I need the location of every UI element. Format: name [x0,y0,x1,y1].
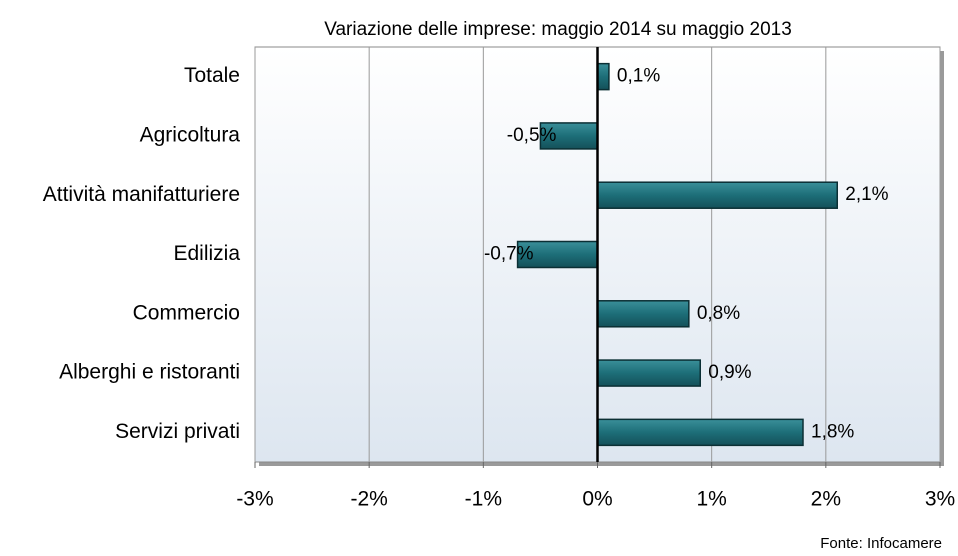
x-tick-label: 0% [582,488,612,511]
y-tick-label: Commercio [133,301,240,324]
bar [596,181,838,209]
data-label: -0,7% [484,244,534,265]
y-tick-label: Agricoltura [140,123,241,146]
source-note: Fonte: Infocamere [820,535,942,552]
x-tick-label: 1% [696,488,726,511]
data-label: 1,8% [811,421,854,442]
bar [516,240,599,269]
bar [596,300,690,328]
y-tick-label: Attività manifatturiere [43,183,240,206]
y-tick-label: Edilizia [173,242,240,265]
data-label: 2,1% [845,184,888,205]
y-tick-label: Servizi privati [115,420,240,443]
y-tick-label: Alberghi e ristoranti [59,361,240,384]
chart-title: Variazione delle imprese: maggio 2014 su… [324,19,792,40]
data-label: 0,1% [617,66,660,87]
data-label: -0,5% [507,125,557,146]
x-tick-label: -2% [350,488,387,511]
bar [596,359,701,387]
data-label: 0,9% [708,362,751,383]
bar [596,418,804,447]
x-tick-label: -3% [236,488,273,511]
data-label: 0,8% [697,303,740,324]
x-tick-label: 3% [925,488,955,511]
y-tick-label: Totale [184,64,240,87]
x-tick-label: -1% [465,488,502,511]
x-tick-label: 2% [811,488,841,511]
bar [596,62,610,91]
